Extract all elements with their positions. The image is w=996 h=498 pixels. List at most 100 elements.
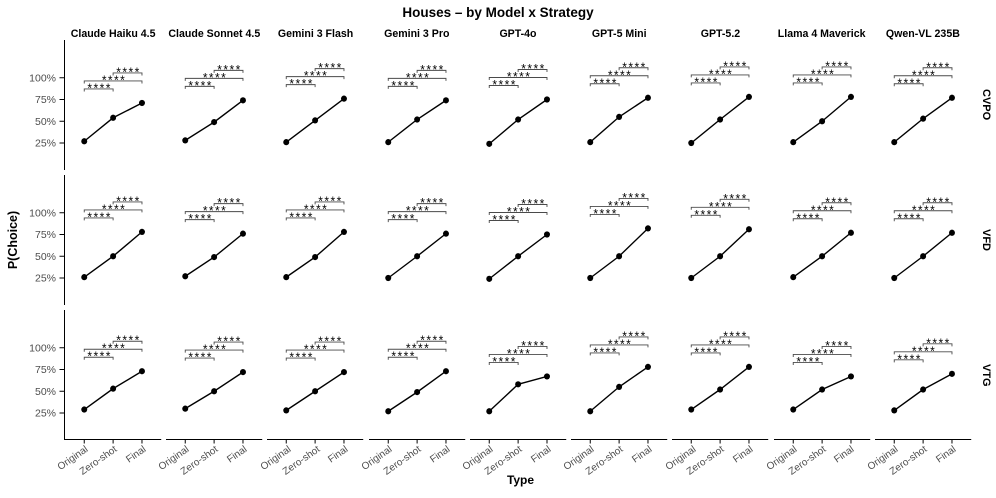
significance-stars: **** [594, 345, 618, 359]
panel-svg: ************ [369, 334, 465, 440]
data-point [948, 229, 955, 236]
panel-cvpo-3: **** **** **** [267, 40, 368, 170]
significance-bracket [417, 204, 446, 207]
facet-column-header: Llama 4 Maverick [777, 28, 866, 40]
x-tick-label: Final [427, 444, 452, 466]
significance-stars: **** [926, 195, 950, 209]
significance-stars: **** [102, 342, 126, 356]
significance-stars: **** [319, 194, 343, 208]
significance-bracket [185, 86, 214, 89]
data-line [793, 376, 851, 409]
significance-stars: **** [724, 329, 748, 343]
significance-stars: **** [405, 204, 429, 218]
data-point [645, 94, 652, 101]
significance-stars: **** [897, 76, 921, 90]
significance-stars: **** [116, 334, 140, 348]
y-tick-label: 100% [29, 342, 56, 354]
facet-column-header: Gemini 3 Pro [384, 28, 450, 40]
significance-bracket [489, 221, 518, 224]
data-point [312, 254, 319, 261]
panel-vfd-3: **** **** **** [267, 175, 368, 305]
y-tick-label: 100% [29, 72, 56, 84]
data-point [746, 226, 753, 233]
significance-stars: **** [116, 65, 140, 79]
significance-stars: **** [709, 337, 733, 351]
x-tick-label: Final [225, 444, 250, 466]
significance-bracket [894, 219, 923, 222]
significance-stars: **** [622, 329, 646, 343]
x-tick-label: Final [326, 444, 351, 466]
data-point [789, 139, 796, 146]
data-point [543, 96, 550, 103]
significance-bracket [214, 70, 243, 72]
significance-stars: **** [897, 352, 921, 366]
significance-bracket [113, 341, 142, 344]
data-point [587, 274, 594, 282]
data-point [919, 386, 926, 393]
data-point [891, 407, 897, 414]
significance-bracket [113, 202, 142, 205]
significance-bracket [388, 78, 446, 81]
data-point [891, 274, 897, 282]
chart-title: Houses – by Model x Strategy [402, 5, 594, 20]
y-axis: 25% 50% 75% 100% [0, 175, 65, 305]
x-tick-label: Final [933, 444, 958, 466]
significance-bracket [793, 75, 851, 78]
panel-svg: ************ [672, 329, 768, 440]
data-point [587, 139, 594, 146]
panel-svg: ************ [688, 192, 753, 282]
significance-bracket [894, 352, 952, 355]
significance-stars: **** [521, 62, 545, 76]
y-tick-label: 25% [35, 273, 56, 285]
facet-row-label: VFD [979, 229, 992, 251]
x-tick-label-cell: Original Zero-shot Final [258, 440, 368, 478]
data-point [717, 253, 724, 260]
significance-stars: **** [116, 194, 140, 208]
significance-bracket [388, 220, 417, 223]
significance-stars: **** [521, 197, 545, 211]
significance-bracket [692, 207, 750, 210]
panel-vtg-7: **** **** **** [672, 310, 773, 440]
x-tick-label: Final [832, 444, 857, 466]
data-point [413, 389, 420, 396]
data-point [818, 118, 825, 125]
data-point [442, 368, 449, 375]
data-point [543, 231, 550, 238]
data-point [948, 370, 955, 377]
significance-bracket [923, 68, 952, 71]
data-point [486, 408, 493, 415]
data-point [110, 385, 117, 392]
panel-vfd-6: **** **** **** [571, 175, 672, 305]
significance-stars: **** [189, 350, 213, 364]
data-point [515, 381, 521, 388]
significance-bracket [518, 205, 547, 208]
data-point [283, 139, 290, 146]
panel-svg: ************ [688, 59, 753, 147]
data-point [384, 274, 391, 282]
panel-svg: ************ [283, 194, 348, 281]
data-point [515, 116, 521, 123]
significance-bracket [590, 214, 619, 217]
significance-stars: **** [304, 202, 328, 216]
panel-svg: ************ [81, 194, 145, 281]
y-axis-title-box: P(Choice) [0, 40, 26, 440]
significance-stars: **** [290, 77, 314, 91]
significance-stars: **** [319, 334, 343, 348]
significance-stars: **** [912, 344, 936, 358]
data-point [341, 228, 348, 235]
significance-stars: **** [810, 67, 834, 81]
significance-bracket [84, 89, 113, 92]
data-point [341, 95, 348, 102]
data-point [283, 274, 290, 281]
y-tick-label: 75% [35, 229, 56, 241]
significance-stars: **** [709, 200, 733, 214]
significance-bracket [287, 350, 345, 353]
significance-bracket [388, 357, 417, 360]
significance-stars: **** [810, 203, 834, 217]
significance-stars: **** [492, 355, 516, 369]
y-axis-title: P(Choice) [6, 210, 20, 270]
significance-bracket [692, 215, 721, 218]
panel-svg: ************ [875, 336, 971, 440]
panel-vfd-4: **** **** **** [369, 175, 470, 305]
significance-bracket [287, 77, 345, 80]
